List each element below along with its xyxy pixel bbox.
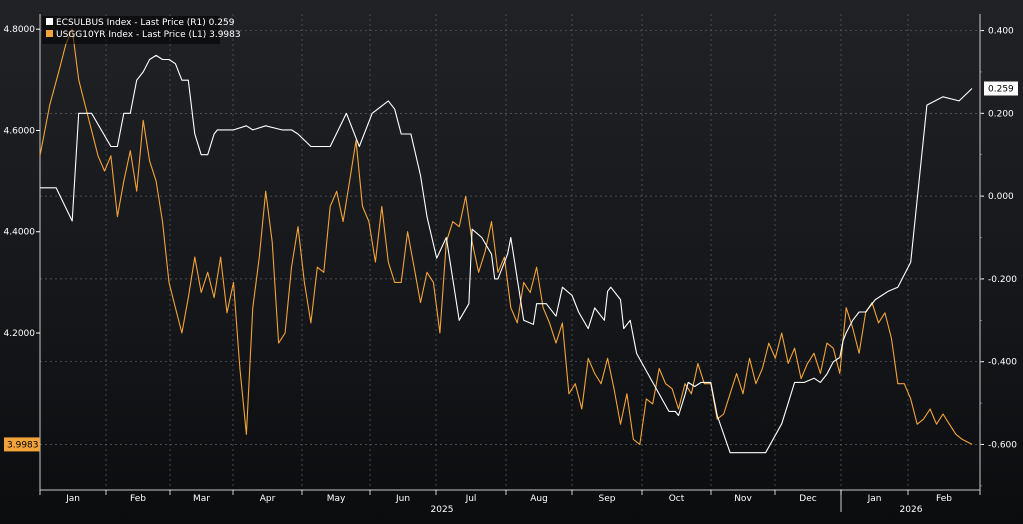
legend-label: USGG10YR Index - Last Price (L1) 3.9983 bbox=[56, 30, 241, 40]
legend-box bbox=[42, 16, 220, 44]
right-tick-label: 0.200 bbox=[988, 109, 1014, 119]
left-tick-label: 4.4000 bbox=[4, 228, 36, 238]
x-month-label: May bbox=[327, 494, 346, 504]
x-year-label: 2025 bbox=[431, 505, 454, 515]
right-tick-label: 0.400 bbox=[988, 27, 1014, 37]
right-last-value-label: 0.259 bbox=[988, 85, 1014, 95]
right-tick-label: -0.400 bbox=[988, 358, 1017, 368]
series bbox=[39, 28, 973, 454]
legend-label: ECSULBUS Index - Last Price (R1) 0.259 bbox=[56, 18, 235, 28]
axes: 4.8000 4.6000 4.4000 4.2000 0.400 0.200 0.000 -… bbox=[4, 14, 1018, 515]
x-month-label: Jun bbox=[395, 494, 410, 504]
x-month-label: Jan bbox=[867, 494, 882, 504]
x-month-label: Feb bbox=[130, 494, 146, 504]
x-month-label: Feb bbox=[936, 494, 952, 504]
x-month-label: Oct bbox=[669, 494, 685, 504]
right-last-value-tag bbox=[984, 81, 1018, 96]
right-tick-label: 0.000 bbox=[988, 192, 1014, 202]
ecsulbus-series-line bbox=[40, 54, 973, 454]
legend-swatch bbox=[46, 18, 53, 25]
right-tick-label: -0.200 bbox=[988, 275, 1017, 285]
x-month-label: Sep bbox=[599, 494, 616, 504]
x-year-label: 2026 bbox=[900, 505, 923, 515]
usgg10yr-series-line bbox=[39, 28, 973, 445]
x-month-label: Nov bbox=[734, 494, 752, 504]
x-month-label: Mar bbox=[193, 494, 210, 504]
left-last-value-label: 3.9983 bbox=[7, 440, 39, 450]
x-month-label: Jan bbox=[65, 494, 80, 504]
legend-swatch bbox=[46, 30, 53, 37]
left-last-value-tag bbox=[4, 437, 40, 452]
grid bbox=[40, 14, 980, 490]
x-month-label: Dec bbox=[799, 494, 816, 504]
left-tick-label: 4.2000 bbox=[4, 329, 36, 339]
x-month-label: Aug bbox=[530, 494, 548, 504]
left-tick-label: 4.6000 bbox=[4, 126, 36, 136]
left-tick-label: 4.8000 bbox=[4, 25, 36, 35]
legend: ECSULBUS Index - Last Price (R1) 0.259 US… bbox=[42, 16, 241, 44]
x-month-label: Apr bbox=[260, 494, 276, 504]
x-month-label: Jul bbox=[465, 494, 477, 504]
right-tick-label: -0.600 bbox=[988, 440, 1017, 450]
